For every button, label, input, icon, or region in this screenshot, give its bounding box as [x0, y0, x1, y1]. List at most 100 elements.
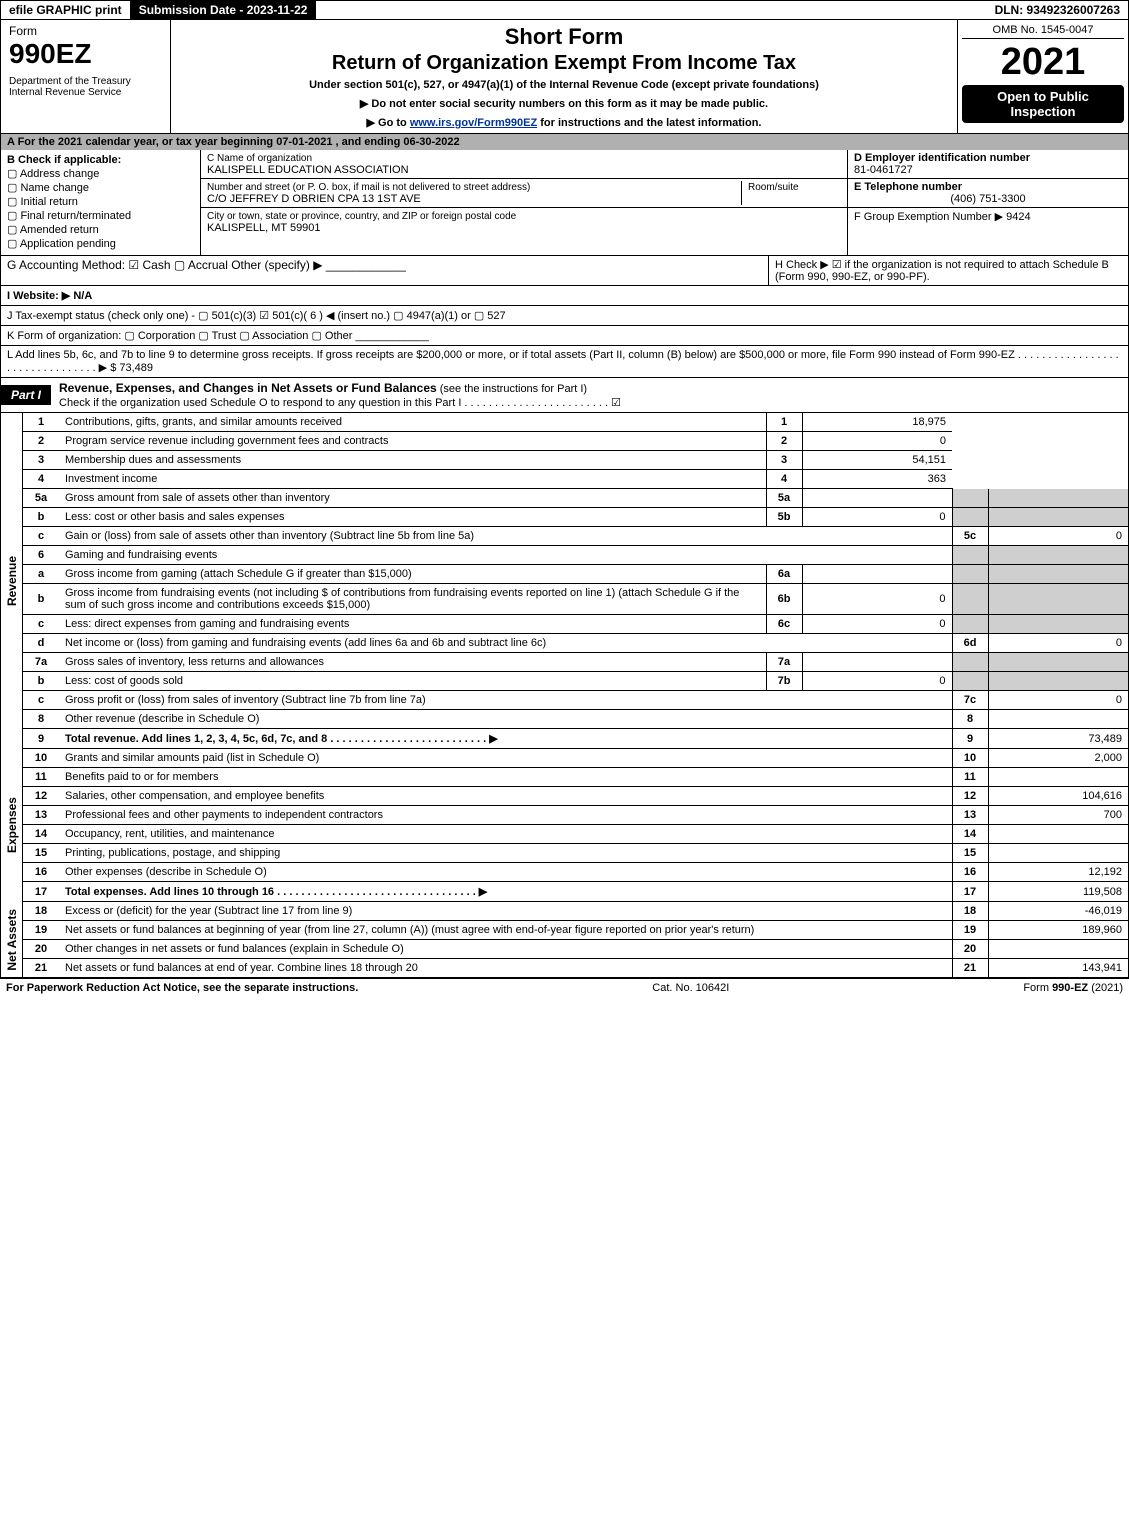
footer-mid: Cat. No. 10642I	[652, 982, 729, 994]
line-13: 13Professional fees and other payments t…	[23, 806, 1128, 825]
form-word: Form	[9, 24, 37, 38]
right-block: D Employer identification number 81-0461…	[848, 150, 1128, 255]
revenue-section: Revenue 1Contributions, gifts, grants, a…	[0, 413, 1129, 749]
net-assets-vlabel: Net Assets	[1, 902, 23, 977]
footer-left: For Paperwork Reduction Act Notice, see …	[6, 982, 358, 994]
footer-right: Form 990-EZ (2021)	[1023, 982, 1123, 994]
efile-print[interactable]: efile GRAPHIC print	[1, 1, 131, 19]
line-3: 3Membership dues and assessments354,151	[23, 451, 1128, 470]
part1-title: Revenue, Expenses, and Changes in Net As…	[51, 378, 629, 412]
line-8: 8Other revenue (describe in Schedule O)8	[23, 710, 1128, 729]
line-12: 12Salaries, other compensation, and empl…	[23, 787, 1128, 806]
chk-amended-return[interactable]: Amended return	[7, 223, 194, 236]
note-link: ▶ Go to www.irs.gov/Form990EZ for instru…	[179, 116, 949, 129]
chk-application-pending[interactable]: Application pending	[7, 237, 194, 250]
room-label: Room/suite	[748, 182, 799, 193]
row-g-h: G Accounting Method: ☑ Cash ▢ Accrual Ot…	[0, 256, 1129, 286]
chk-address-change[interactable]: Address change	[7, 167, 194, 180]
form-number: 990EZ	[9, 38, 162, 70]
net-assets-section: Net Assets 18Excess or (deficit) for the…	[0, 902, 1129, 978]
line-5c: cGain or (loss) from sale of assets othe…	[23, 527, 1128, 546]
line-10: 10Grants and similar amounts paid (list …	[23, 749, 1128, 768]
dln: DLN: 93492326007263	[987, 1, 1128, 19]
line-2: 2Program service revenue including gover…	[23, 432, 1128, 451]
header-center: Short Form Return of Organization Exempt…	[171, 20, 958, 133]
line-21: 21Net assets or fund balances at end of …	[23, 959, 1128, 978]
top-bar: efile GRAPHIC print Submission Date - 20…	[0, 0, 1129, 20]
irs-link[interactable]: www.irs.gov/Form990EZ	[410, 117, 537, 129]
header-left: Form 990EZ Department of the Treasury In…	[1, 20, 171, 133]
line-4: 4Investment income4363	[23, 470, 1128, 489]
city-cell: City or town, state or province, country…	[201, 208, 847, 236]
subtitle: Under section 501(c), 527, or 4947(a)(1)…	[179, 79, 949, 91]
ein: 81-0461727	[854, 164, 913, 176]
line-11: 11Benefits paid to or for members11	[23, 768, 1128, 787]
f-label: F Group Exemption Number ▶	[854, 211, 1003, 223]
expenses-section: Expenses 10Grants and similar amounts pa…	[0, 749, 1129, 902]
line-6c: cLess: direct expenses from gaming and f…	[23, 615, 1128, 634]
revenue-vlabel: Revenue	[1, 413, 23, 749]
line-5a: 5aGross amount from sale of assets other…	[23, 489, 1128, 508]
line-7b: bLess: cost of goods sold7b0	[23, 672, 1128, 691]
expenses-vlabel: Expenses	[1, 749, 23, 902]
line-a: A For the 2021 calendar year, or tax yea…	[0, 134, 1129, 150]
line-16: 16Other expenses (describe in Schedule O…	[23, 863, 1128, 882]
line-l: L Add lines 5b, 6c, and 7b to line 9 to …	[0, 346, 1129, 378]
line-g: G Accounting Method: ☑ Cash ▢ Accrual Ot…	[1, 256, 768, 285]
title-return: Return of Organization Exempt From Incom…	[179, 52, 949, 75]
page-footer: For Paperwork Reduction Act Notice, see …	[0, 978, 1129, 997]
city: KALISPELL, MT 59901	[207, 222, 321, 234]
submission-date: Submission Date - 2023-11-22	[131, 1, 317, 19]
part1-header: Part I Revenue, Expenses, and Changes in…	[0, 378, 1129, 413]
street-label: Number and street (or P. O. box, if mail…	[207, 182, 530, 193]
part1-check-note: Check if the organization used Schedule …	[59, 397, 621, 409]
chk-name-change[interactable]: Name change	[7, 181, 194, 194]
line-15: 15Printing, publications, postage, and s…	[23, 844, 1128, 863]
open-to-public: Open to Public Inspection	[962, 85, 1124, 123]
omb-number: OMB No. 1545-0047	[962, 24, 1124, 39]
street: C/O JEFFREY D OBRIEN CPA 13 1ST AVE	[207, 193, 421, 205]
group-exemption: 9424	[1006, 211, 1030, 223]
line-j: J Tax-exempt status (check only one) - ▢…	[0, 306, 1129, 326]
line-1: 1Contributions, gifts, grants, and simil…	[23, 413, 1128, 432]
chk-final-return[interactable]: Final return/terminated	[7, 209, 194, 222]
header-right: OMB No. 1545-0047 2021 Open to Public In…	[958, 20, 1128, 133]
line-6a: aGross income from gaming (attach Schedu…	[23, 565, 1128, 584]
c-label: C Name of organization	[207, 153, 312, 164]
line-9: 9Total revenue. Add lines 1, 2, 3, 4, 5c…	[23, 729, 1128, 749]
org-name-cell: C Name of organization KALISPELL EDUCATI…	[201, 150, 847, 179]
e-label: E Telephone number	[854, 181, 962, 193]
phone-cell: E Telephone number (406) 751-3300	[848, 179, 1128, 208]
line-6: 6Gaming and fundraising events	[23, 546, 1128, 565]
line-20: 20Other changes in net assets or fund ba…	[23, 940, 1128, 959]
line-18: 18Excess or (deficit) for the year (Subt…	[23, 902, 1128, 921]
section-b-title: B Check if applicable:	[7, 154, 121, 166]
form-header: Form 990EZ Department of the Treasury In…	[0, 20, 1129, 134]
line-h: H Check ▶ ☑ if the organization is not r…	[768, 256, 1128, 285]
title-short-form: Short Form	[179, 24, 949, 50]
part1-tag: Part I	[1, 385, 51, 405]
line-17: 17Total expenses. Add lines 10 through 1…	[23, 882, 1128, 902]
note-ssn: ▶ Do not enter social security numbers o…	[179, 97, 949, 110]
line-19: 19Net assets or fund balances at beginni…	[23, 921, 1128, 940]
line-i: I Website: ▶ N/A	[0, 286, 1129, 306]
line-7a: 7aGross sales of inventory, less returns…	[23, 653, 1128, 672]
section-b: B Check if applicable: Address change Na…	[1, 150, 201, 255]
line-7c: cGross profit or (loss) from sales of in…	[23, 691, 1128, 710]
line-14: 14Occupancy, rent, utilities, and mainte…	[23, 825, 1128, 844]
line-5b: bLess: cost or other basis and sales exp…	[23, 508, 1128, 527]
street-row: Number and street (or P. O. box, if mail…	[201, 179, 847, 208]
identity-block: B Check if applicable: Address change Na…	[0, 150, 1129, 256]
d-label: D Employer identification number	[854, 152, 1030, 164]
name-block: C Name of organization KALISPELL EDUCATI…	[201, 150, 848, 255]
org-name: KALISPELL EDUCATION ASSOCIATION	[207, 164, 409, 176]
phone: (406) 751-3300	[854, 193, 1122, 205]
line-6b: bGross income from fundraising events (n…	[23, 584, 1128, 615]
group-exemption-cell: F Group Exemption Number ▶ 9424	[848, 208, 1128, 225]
ein-cell: D Employer identification number 81-0461…	[848, 150, 1128, 179]
tax-year: 2021	[962, 43, 1124, 81]
chk-initial-return[interactable]: Initial return	[7, 195, 194, 208]
line-6d: dNet income or (loss) from gaming and fu…	[23, 634, 1128, 653]
city-label: City or town, state or province, country…	[207, 211, 516, 222]
department: Department of the Treasury Internal Reve…	[9, 76, 162, 98]
